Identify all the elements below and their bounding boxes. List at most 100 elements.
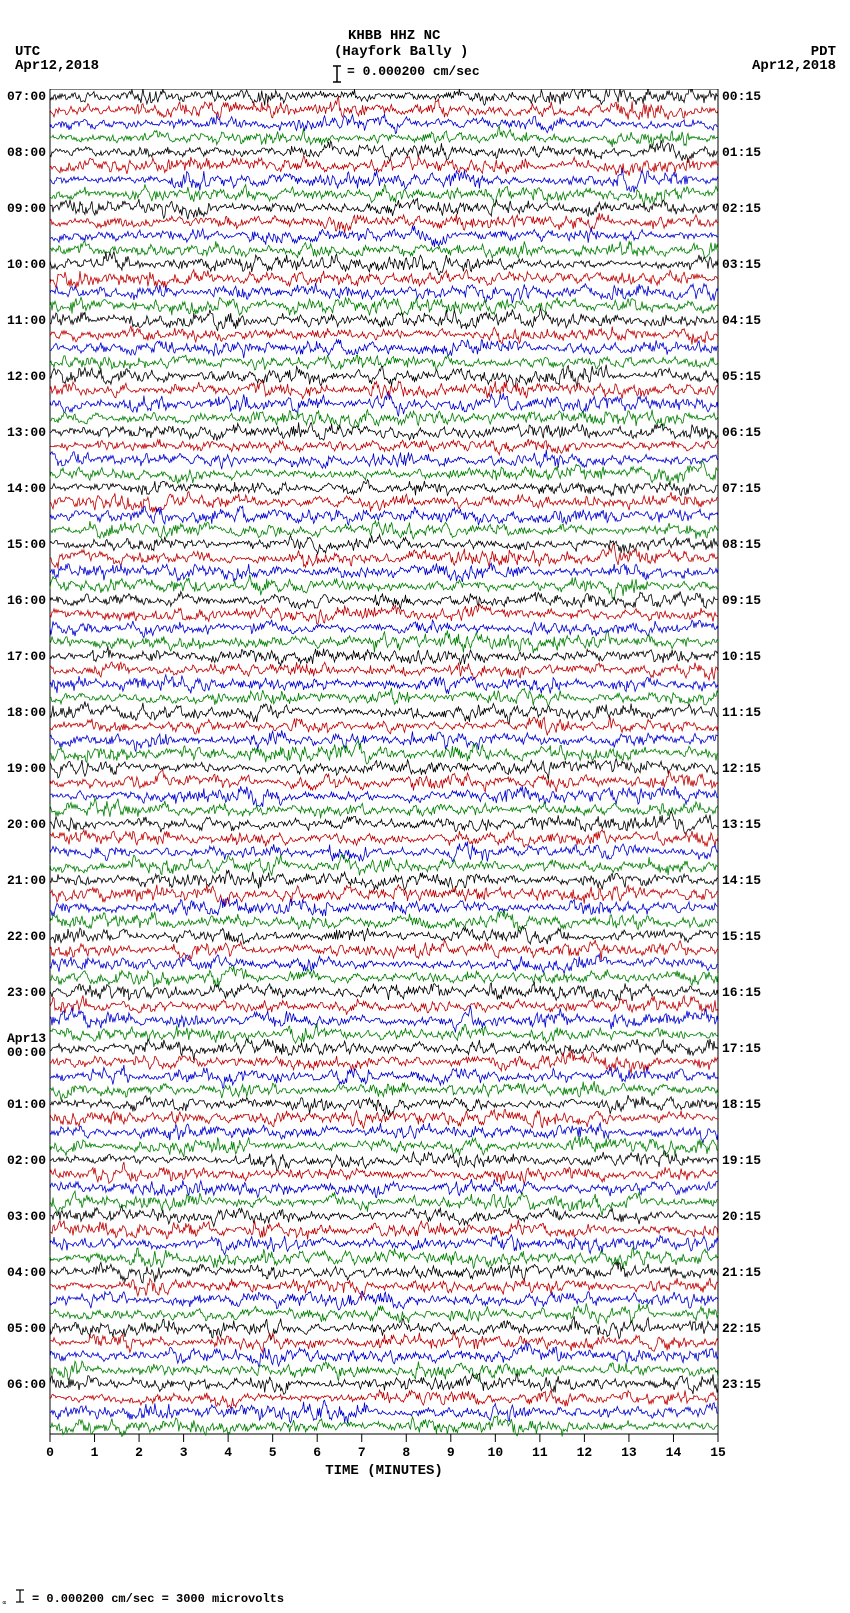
trace-row: [50, 702, 718, 725]
scale-text: = 0.000200 cm/sec: [347, 64, 480, 79]
trace-row: [50, 1191, 718, 1215]
right-time-label: 01:15: [722, 145, 761, 160]
trace-row: [50, 1095, 718, 1116]
footer-mark: ∝: [2, 1598, 7, 1608]
left-time-label: 07:00: [7, 89, 46, 104]
trace-row: [50, 114, 718, 134]
trace-row: [50, 226, 718, 247]
right-time-label: 12:15: [722, 761, 761, 776]
left-time-label: 00:00: [7, 1045, 46, 1060]
trace-row: [50, 688, 718, 707]
right-time-label: 10:15: [722, 649, 761, 664]
right-time-label: 08:15: [722, 537, 761, 552]
trace-row: [50, 184, 718, 206]
right-time-label: 18:15: [722, 1097, 761, 1112]
trace-row: [50, 1343, 718, 1367]
left-time-label: 02:00: [7, 1153, 46, 1168]
helicorder-plot: 0123456789101112131415TIME (MINUTES)07:0…: [0, 89, 850, 1504]
footer-scale-glyph: [14, 1588, 28, 1604]
left-time-label: 16:00: [7, 593, 46, 608]
left-time-label: 17:00: [7, 649, 46, 664]
trace-row: [50, 355, 718, 371]
trace-row: [50, 1374, 718, 1395]
trace-row: [50, 1151, 718, 1171]
right-time-label: 14:15: [722, 873, 761, 888]
trace-row: [50, 1162, 718, 1184]
trace-row: [50, 592, 718, 609]
trace-row: [50, 1220, 718, 1240]
trace-row: [50, 842, 718, 862]
trace-row: [50, 1390, 718, 1409]
trace-row: [50, 741, 718, 764]
trace-row: [50, 1179, 718, 1198]
x-tick-label: 9: [447, 1445, 455, 1460]
trace-row: [50, 1206, 718, 1226]
trace-row: [50, 630, 718, 653]
x-tick-label: 13: [621, 1445, 637, 1460]
trace-row: [50, 885, 718, 906]
trace-row: [50, 1136, 718, 1157]
x-tick-label: 11: [532, 1445, 548, 1460]
trace-row: [50, 926, 718, 944]
x-tick-label: 0: [46, 1445, 54, 1460]
station-code: KHBB HHZ NC: [348, 28, 440, 44]
right-time-label: 05:15: [722, 369, 761, 384]
trace-row: [50, 1039, 718, 1061]
trace-row: [50, 270, 718, 290]
right-time-label: 20:15: [722, 1209, 761, 1224]
left-time-label: 13:00: [7, 425, 46, 440]
trace-row: [50, 730, 718, 751]
trace-row: [50, 1303, 718, 1323]
trace-row: [50, 461, 718, 485]
trace-row: [50, 646, 718, 666]
trace-row: [50, 535, 718, 555]
scale-glyph: [331, 64, 345, 84]
trace-row: [50, 1291, 718, 1310]
trace-row: [50, 830, 718, 847]
trace-row: [50, 326, 718, 345]
right-time-label: 16:15: [722, 985, 761, 1000]
x-tick-label: 4: [224, 1445, 232, 1460]
trace-row: [50, 1123, 718, 1143]
trace-row: [50, 422, 718, 440]
trace-row: [50, 89, 718, 106]
left-time-label: 08:00: [7, 145, 46, 160]
x-tick-label: 6: [313, 1445, 321, 1460]
trace-row: [50, 759, 718, 780]
right-time-label: 21:15: [722, 1265, 761, 1280]
trace-row: [50, 213, 718, 234]
left-time-label: 12:00: [7, 369, 46, 384]
trace-row: [50, 393, 718, 417]
date-right: Apr12,2018: [752, 58, 836, 74]
trace-row: [50, 662, 718, 680]
left-time-label: 01:00: [7, 1097, 46, 1112]
trace-row: [50, 982, 718, 1001]
left-time-label: 05:00: [7, 1321, 46, 1336]
trace-row: [50, 251, 718, 274]
trace-row: [50, 675, 718, 694]
left-time-label: 20:00: [7, 817, 46, 832]
right-time-label: 15:15: [722, 929, 761, 944]
left-time-label: 15:00: [7, 537, 46, 552]
trace-row: [50, 717, 718, 735]
trace-row: [50, 786, 718, 807]
x-tick-label: 3: [180, 1445, 188, 1460]
left-time-label: 18:00: [7, 705, 46, 720]
left-time-label: 23:00: [7, 985, 46, 1000]
trace-row: [50, 156, 718, 176]
trace-row: [50, 126, 718, 147]
trace-row: [50, 995, 718, 1014]
left-time-label: 06:00: [7, 1377, 46, 1392]
trace-row: [50, 480, 718, 496]
left-time-label: 09:00: [7, 201, 46, 216]
right-time-label: 06:15: [722, 425, 761, 440]
trace-row: [50, 140, 718, 163]
trace-row: [50, 520, 718, 539]
x-tick-label: 2: [135, 1445, 143, 1460]
right-time-label: 04:15: [722, 313, 761, 328]
trace-row: [50, 966, 718, 987]
trace-row: [50, 1332, 718, 1352]
footer-text: = 0.000200 cm/sec = 3000 microvolts: [32, 1592, 284, 1606]
right-time-label: 11:15: [722, 705, 761, 720]
trace-row: [50, 770, 718, 792]
